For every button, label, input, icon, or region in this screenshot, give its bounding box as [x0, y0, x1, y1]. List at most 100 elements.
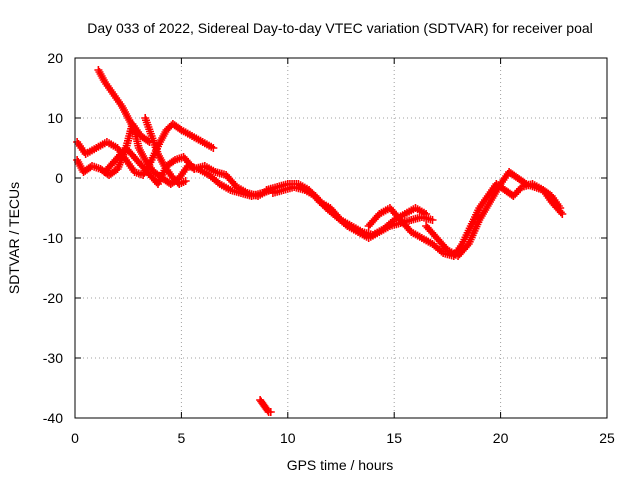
y-tick-label: 20 [47, 50, 63, 66]
x-tick-label: 5 [178, 430, 186, 446]
data-point-fill [200, 139, 216, 151]
y-tick-labels: -40 -30 -20 -10 0 10 20 [43, 50, 63, 426]
y-axis-label: SDTVAR / TECUs [6, 182, 22, 294]
series-track-J [256, 396, 275, 416]
x-tick-label: 0 [71, 430, 79, 446]
data-point-fill [206, 172, 222, 187]
data-point-fill [540, 188, 555, 204]
data-point-fill [511, 184, 525, 199]
data-point-fill [506, 169, 520, 181]
data-point-fill [105, 139, 120, 151]
y-tick-label: -20 [43, 290, 63, 306]
data-point-fill [387, 205, 404, 223]
data-point-fill [409, 229, 424, 241]
data-point-fill [366, 211, 382, 229]
data-point-fill [95, 68, 108, 84]
data-point-fill [419, 235, 435, 247]
x-tick-label: 10 [280, 430, 296, 446]
y-tick-label: 0 [55, 170, 63, 186]
data-point [558, 210, 567, 218]
series-track-E [141, 114, 190, 188]
x-tick-label: 15 [386, 430, 402, 446]
data-point-fill [170, 121, 184, 133]
data-point-fill [170, 175, 182, 187]
data-point-fill [134, 157, 150, 175]
data-point-fill [549, 194, 563, 210]
data-point-fill [423, 223, 440, 241]
data-point-fill [106, 166, 120, 178]
data-point-fill [467, 206, 483, 228]
grid-lines [75, 58, 607, 418]
data-point [428, 216, 437, 224]
data-point-fill [164, 121, 176, 133]
data-point [209, 144, 218, 152]
data-point-fill [487, 182, 504, 204]
data-point-fill [323, 205, 339, 220]
data-point-fill [459, 224, 474, 246]
data-point-fill [132, 168, 145, 179]
data-point-fill [549, 199, 565, 217]
data-point-fill [173, 153, 186, 164]
data-point-fill [90, 162, 103, 173]
data-point-fill [123, 158, 138, 174]
series-track-H [364, 180, 565, 260]
data-point-fill [94, 139, 109, 151]
data-point-fill [476, 200, 493, 222]
data-point-fill [202, 163, 218, 175]
data-point-fill [434, 235, 450, 253]
data-point-fill [190, 133, 205, 145]
data-point-fill [102, 80, 116, 96]
data-point-fill [129, 122, 144, 138]
data-point-fill [532, 183, 546, 194]
data-point-fill [366, 229, 382, 241]
data-point-fill [179, 127, 194, 139]
data-point-fill [181, 154, 197, 172]
y-tick-label: 10 [47, 110, 63, 126]
series-track-I [422, 168, 567, 260]
data-points [73, 66, 567, 416]
data-point-fill [345, 223, 360, 235]
data-point-fill [402, 205, 418, 217]
x-tick-label: 20 [493, 430, 509, 446]
data-point-fill [157, 128, 170, 144]
data-point-fill [356, 229, 371, 241]
data-point-fill [302, 187, 318, 199]
data-point-fill [161, 164, 176, 180]
data-point-fill [118, 104, 132, 120]
y-tick-label: -30 [43, 350, 63, 366]
y-tick-label: -40 [43, 410, 63, 426]
series-track-B [73, 120, 218, 179]
data-point-fill [123, 145, 140, 163]
data-point-fill [476, 194, 491, 210]
data-point-fill [110, 92, 125, 108]
data-point [266, 408, 275, 416]
x-tick-label: 25 [599, 430, 615, 446]
data-point-fill [398, 217, 414, 235]
series-track-G [268, 183, 437, 242]
data-point-fill [515, 175, 529, 187]
data-point-fill [465, 218, 483, 246]
data-point-fill [430, 241, 446, 256]
data-point-fill [455, 241, 472, 259]
data-point [181, 177, 190, 185]
data-point-fill [377, 223, 392, 235]
data-point-fill [413, 205, 428, 217]
chart-title: Day 033 of 2022, Sidereal Day-to-day VTE… [87, 20, 593, 36]
y-tick-label: -10 [43, 230, 63, 246]
data-point-fill [138, 133, 152, 145]
data-point-fill [164, 157, 178, 169]
data-point-fill [177, 178, 188, 187]
data-point-fill [234, 184, 250, 196]
data-point-fill [176, 164, 191, 180]
x-tick-labels: 0 5 10 15 20 25 [71, 430, 615, 446]
data-point-fill [524, 180, 537, 191]
data-point-fill [155, 152, 168, 168]
x-axis-label: GPS time / hours [287, 457, 394, 473]
data-point-fill [312, 193, 329, 211]
data-point-fill [334, 214, 350, 229]
data-point-fill [223, 172, 240, 190]
data-point-fill [217, 181, 233, 193]
axis-ticks [74, 57, 608, 419]
data-point-fill [135, 146, 149, 162]
